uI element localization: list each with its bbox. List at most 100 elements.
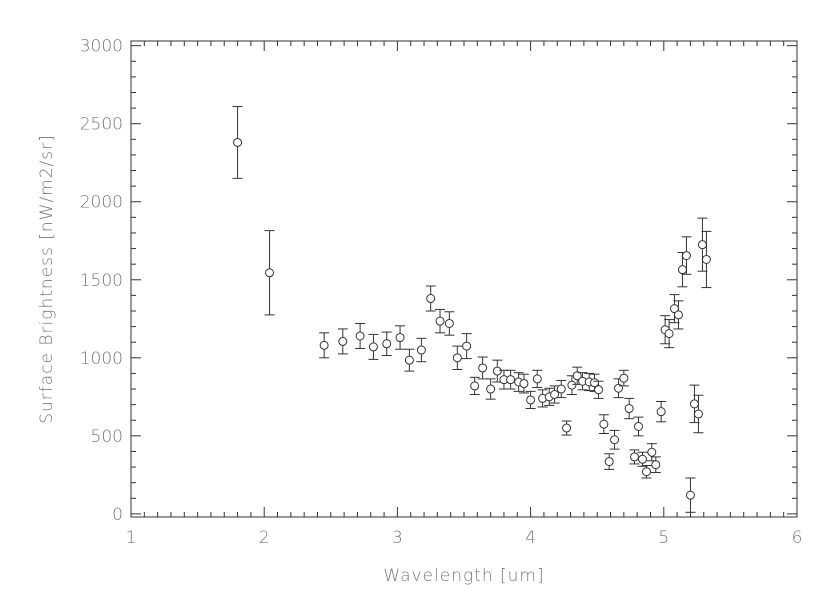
x-tick-label: 1 — [126, 528, 137, 548]
data-point — [444, 311, 455, 336]
data-point — [518, 373, 529, 394]
marker — [416, 345, 426, 355]
marker — [693, 409, 703, 419]
x-axis-label: Wavelength [um] — [383, 566, 544, 586]
marker — [526, 395, 536, 405]
data-point — [537, 389, 548, 408]
y-axis-label: Surface Brightness [nW/m2/sr] — [37, 134, 57, 424]
data-point — [669, 294, 680, 324]
marker — [478, 363, 488, 373]
data-points — [232, 106, 712, 513]
marker — [556, 384, 566, 394]
marker — [633, 421, 643, 431]
data-point — [469, 376, 480, 395]
marker — [338, 336, 348, 346]
marker — [594, 385, 604, 395]
data-point — [425, 285, 436, 312]
marker — [610, 435, 620, 445]
y-tick-label: 1000 — [80, 349, 123, 369]
marker — [435, 316, 445, 326]
data-point — [646, 443, 657, 462]
marker — [506, 375, 516, 385]
data-point — [577, 372, 588, 391]
marker — [319, 340, 329, 350]
plot-frame — [130, 40, 798, 518]
data-point — [337, 328, 348, 355]
data-point — [641, 464, 652, 479]
marker — [444, 318, 454, 328]
y-tick-label: 3000 — [80, 37, 123, 57]
x-tick-label: 3 — [392, 528, 403, 548]
marker — [677, 265, 687, 275]
y-tick-label: 2000 — [80, 193, 123, 213]
data-point — [319, 332, 330, 359]
marker — [685, 490, 695, 500]
data-point — [689, 384, 700, 424]
marker — [265, 268, 275, 278]
x-tick-label: 6 — [792, 528, 803, 548]
marker — [532, 374, 542, 384]
x-tick-label: 5 — [658, 528, 669, 548]
marker — [656, 407, 666, 417]
y-tick-label: 2500 — [80, 115, 123, 135]
marker — [624, 404, 634, 414]
data-point — [673, 300, 684, 330]
marker — [355, 331, 365, 341]
marker — [629, 452, 639, 462]
data-point — [435, 308, 446, 334]
marker — [492, 366, 502, 376]
marker — [572, 371, 582, 381]
marker — [701, 254, 711, 264]
data-point — [232, 106, 243, 179]
data-point — [525, 390, 536, 410]
data-point — [404, 348, 415, 372]
marker — [567, 380, 577, 390]
marker — [233, 137, 243, 147]
data-point — [637, 451, 648, 467]
data-point — [629, 449, 640, 465]
y-tick-label: 0 — [112, 505, 123, 525]
data-point — [681, 236, 692, 275]
data-point — [452, 345, 463, 371]
marker — [562, 423, 572, 433]
data-point — [492, 359, 503, 383]
marker — [647, 447, 657, 457]
data-point — [416, 337, 427, 363]
marker — [550, 389, 560, 399]
marker — [519, 379, 529, 389]
data-point — [498, 369, 509, 390]
axes: 1 2 3 4 5 6 0 500 1000 1500 2000 2500 3000 — [80, 37, 803, 548]
x-tick-label: 2 — [259, 528, 270, 548]
data-point — [633, 416, 644, 437]
marker — [395, 333, 405, 343]
data-point — [549, 385, 560, 404]
data-point — [561, 420, 572, 436]
marker — [651, 460, 661, 470]
data-point — [685, 477, 696, 513]
data-point — [701, 230, 712, 289]
data-point — [505, 369, 516, 390]
marker — [368, 342, 378, 352]
data-point — [693, 394, 704, 434]
marker — [404, 355, 414, 365]
data-point — [618, 369, 629, 387]
marker — [599, 419, 609, 429]
marker — [470, 381, 480, 391]
data-point — [532, 369, 543, 388]
data-point — [664, 319, 675, 349]
data-point — [604, 453, 615, 470]
data-point — [598, 414, 609, 435]
data-point — [566, 375, 577, 395]
marker — [673, 310, 683, 320]
data-point — [368, 333, 379, 360]
marker — [604, 457, 614, 467]
data-point — [395, 325, 406, 350]
marker — [641, 467, 651, 477]
y-tick-label: 1500 — [80, 271, 123, 291]
data-point — [485, 378, 496, 400]
marker — [619, 373, 629, 383]
marker — [681, 251, 691, 261]
data-point — [556, 379, 567, 399]
marker — [486, 384, 496, 394]
